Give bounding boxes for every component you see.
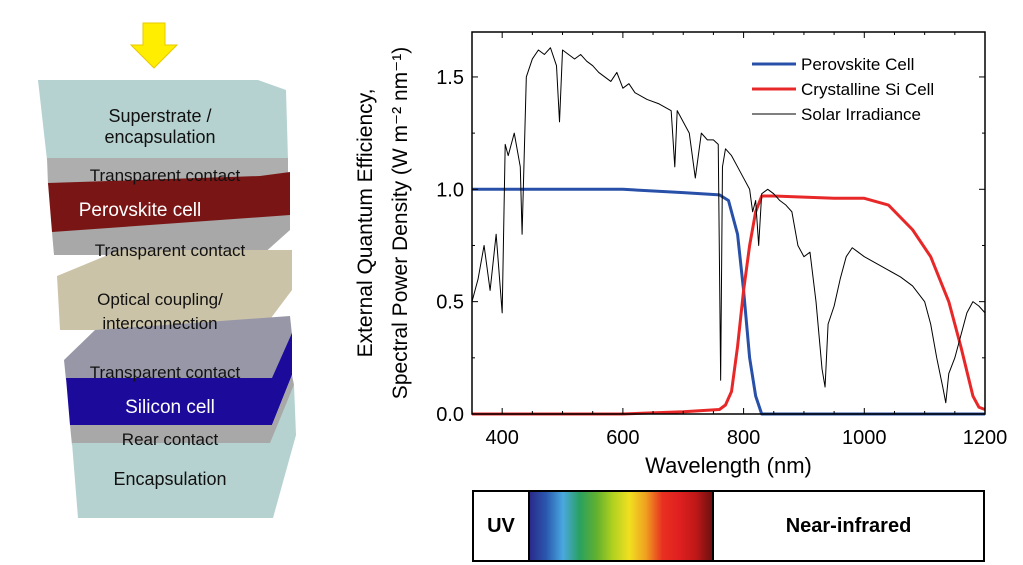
x-tick-label: 1000 <box>842 427 887 449</box>
series-line-solar-irradiance <box>471 47 986 404</box>
y-axis-label: External Quantum Efficiency, <box>354 89 377 358</box>
layer-label-transparent-contact: Transparent contact <box>89 166 241 185</box>
layer-label-transparent-contact: Transparent contact <box>94 241 246 260</box>
tandem-cell-stack-diagram <box>38 22 296 518</box>
layer-label-encapsulation: Encapsulation <box>113 469 227 489</box>
y-tick-label: 0.0 <box>436 404 464 426</box>
visible-spectrum-gradient <box>530 492 712 560</box>
eqe-chart: 400 600 800 1000 1200 0.0 0.5 1.0 1.5 Wavelength … <box>354 31 1008 478</box>
series-line-crystalline-si-cell <box>472 194 986 416</box>
layer-transparent-contact-3 <box>64 316 292 380</box>
uv-label: UV <box>474 492 530 560</box>
legend-label: Crystalline Si Cell <box>801 80 934 99</box>
x-tick-label: 1200 <box>963 427 1008 449</box>
layer-label-perovskite: Perovskite cell <box>78 200 202 221</box>
layer-label-superstrate: Superstrate / encapsulation <box>104 106 216 147</box>
x-tick-label: 600 <box>606 427 639 449</box>
spectrum-bar: UV Near-infrared <box>472 490 985 562</box>
layer-label-transparent-contact: Transparent contact <box>89 363 241 382</box>
layer-label-optical-coupling: Optical coupling/interconnection <box>97 290 223 333</box>
layer-superstrate <box>38 80 288 160</box>
legend-label: Solar Irradiance <box>801 105 921 124</box>
y-axis-label: Spectral Power Density (W m⁻² nm⁻¹) <box>389 47 412 399</box>
y-tick-label: 1.0 <box>436 179 464 201</box>
x-tick-label: 400 <box>485 427 518 449</box>
layer-encapsulation <box>72 385 296 518</box>
x-tick-label: 800 <box>727 427 760 449</box>
layer-optical-coupling <box>57 250 292 330</box>
layer-transparent-contact-2 <box>52 215 290 255</box>
layer-rear-contact <box>70 375 294 445</box>
near-infrared-label: Near-infrared <box>712 492 983 560</box>
y-tick-label: 0.5 <box>436 292 464 314</box>
layer-label-rear-contact: Rear contact <box>121 430 219 449</box>
x-axis-label: Wavelength (nm) <box>645 453 812 478</box>
y-tick-label: 1.5 <box>436 67 464 89</box>
layer-label-silicon: Silicon cell <box>125 397 215 418</box>
sunlight-arrow-icon <box>129 22 179 69</box>
plot-frame <box>471 31 986 415</box>
layer-silicon <box>66 333 292 425</box>
layer-perovskite <box>48 172 290 232</box>
legend-label: Perovskite Cell <box>801 55 914 74</box>
